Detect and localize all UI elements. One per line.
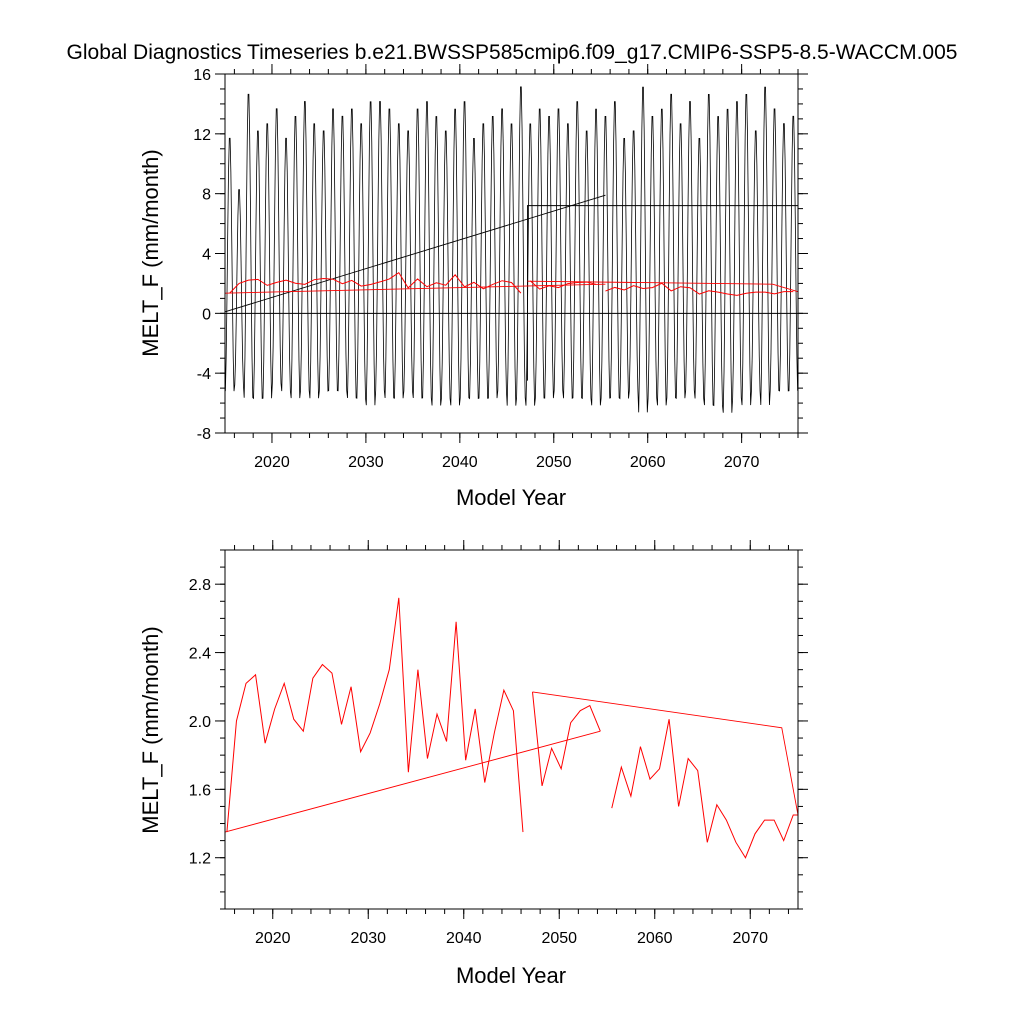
y-tick-label: 2.8 [189,577,211,594]
y-tick-label: 12 [193,127,211,144]
connector-line [224,194,606,313]
top-y-axis-label: MELT_F (mm/month) [138,149,163,356]
annual-series-line [605,282,794,296]
y-tick-label: 2.4 [189,646,211,663]
y-tick-label: 2.0 [189,714,211,731]
connector-line [532,691,799,816]
bottom-x-axis-label: Model Year [456,963,566,988]
x-tick-label: 2060 [637,930,673,947]
top-y-ticks: -8 -4 0 4 8 12 16 [193,67,808,443]
bottom-y-ticks: 1.2 1.6 2.0 2.4 2.8 [189,549,808,910]
connector-line [527,205,798,381]
x-tick-label: 2070 [724,454,760,471]
top-x-axis-label: Model Year [456,485,566,510]
top-plot-frame [224,73,799,434]
x-tick-label: 2050 [541,930,577,947]
x-tick-label: 2060 [630,454,666,471]
annual-series-line [229,271,522,294]
y-tick-label: 1.6 [189,782,211,799]
y-tick-label: 1.2 [189,851,211,868]
annual-series-line [611,719,798,859]
top-panel: 2020 2030 2040 2050 2060 2070 -8 -4 0 4 8 12 16 Mod… [138,64,808,510]
bottom-plot-area [224,597,799,859]
annual-series-line [532,691,601,787]
connector-line [224,283,606,294]
monthly-series-line [224,86,799,413]
x-tick-label: 2030 [348,454,384,471]
top-plot-area [224,86,799,413]
bottom-panel: 2020 2030 2040 2050 2060 2070 1.2 1.6 2.0 2.4 2.8… [138,540,808,988]
connector-line [224,730,601,833]
x-tick-label: 2020 [255,930,291,947]
y-tick-label: 0 [202,306,211,323]
x-tick-label: 2040 [446,930,482,947]
x-tick-label: 2020 [254,454,290,471]
x-tick-label: 2030 [350,930,386,947]
bottom-plot-frame [224,549,799,910]
annual-series-line [529,280,597,290]
x-tick-label: 2040 [442,454,478,471]
y-tick-label: -4 [197,366,211,383]
bottom-x-ticks: 2020 2030 2040 2050 2060 2070 [234,540,789,947]
annual-series-line [226,597,524,833]
page-title: Global Diagnostics Timeseries b.e21.BWSS… [67,41,958,64]
y-tick-label: 16 [193,67,211,84]
connector-line [527,280,799,293]
top-x-ticks: 2020 2030 2040 2050 2060 2070 [233,64,799,471]
x-tick-label: 2050 [536,454,572,471]
bottom-y-axis-label: MELT_F (mm/month) [138,626,163,833]
y-tick-label: -8 [197,426,211,443]
y-tick-label: 4 [202,247,211,264]
x-tick-label: 2070 [732,930,768,947]
y-tick-label: 8 [202,187,211,204]
